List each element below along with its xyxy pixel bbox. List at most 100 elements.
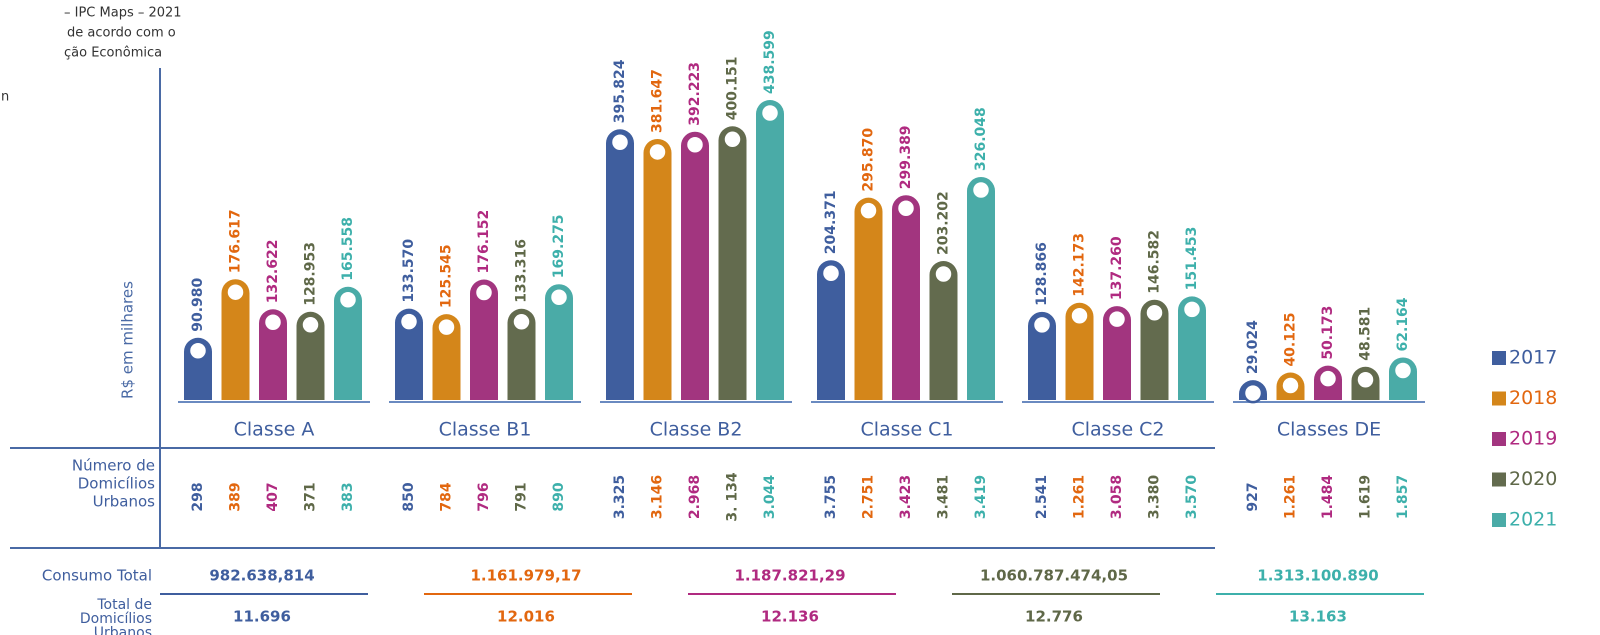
- bar: [545, 284, 573, 400]
- bar-cap: [1280, 375, 1301, 396]
- legend-label: 2018: [1509, 387, 1557, 409]
- value-label: 165.558: [340, 217, 356, 281]
- value-label: 133.316: [514, 239, 530, 303]
- bar-cap: [1144, 302, 1165, 323]
- bar-cap: [473, 282, 495, 303]
- bar: [507, 308, 536, 400]
- bar-cap: [647, 141, 668, 163]
- bar-cap: [548, 286, 570, 308]
- bar: [967, 176, 995, 400]
- bar-cap: [1242, 382, 1264, 404]
- total-consumo: 1.161.979,17: [470, 567, 581, 585]
- value-label: 133.570: [401, 239, 417, 303]
- household-value: 3. 134: [725, 472, 741, 521]
- household-value: 784: [439, 482, 455, 511]
- row-label: Consumo Total: [42, 567, 152, 585]
- household-value: 1.857: [1395, 475, 1411, 519]
- value-label: 151.453: [1184, 227, 1200, 291]
- bar-cap: [225, 281, 246, 303]
- legend-label: 2017: [1509, 347, 1557, 369]
- bar-cap: [684, 134, 706, 155]
- legend-swatch: [1492, 513, 1506, 527]
- household-value: 1.261: [1072, 475, 1088, 519]
- bar: [643, 138, 672, 400]
- bar: [892, 195, 920, 400]
- value-label: 50.173: [1320, 306, 1336, 360]
- legend-label: 2021: [1509, 509, 1557, 531]
- bar: [606, 129, 634, 400]
- household-value: 3.058: [1109, 475, 1125, 519]
- bar-cap: [1181, 299, 1203, 320]
- value-label: 204.371: [823, 190, 839, 254]
- bar: [296, 311, 325, 400]
- value-label: 395.824: [612, 59, 628, 123]
- household-value: 3.481: [936, 475, 952, 519]
- value-label: 176.152: [476, 210, 492, 274]
- household-value: 3.423: [898, 475, 914, 519]
- value-label: 400.151: [725, 57, 741, 121]
- bar-cap: [511, 311, 532, 333]
- household-value: 2.751: [861, 475, 877, 519]
- household-value: 791: [514, 482, 530, 511]
- legend-swatch: [1492, 391, 1506, 406]
- legend-label: 2019: [1509, 428, 1557, 450]
- household-value: 927: [1245, 482, 1261, 511]
- value-label: 326.048: [973, 107, 989, 171]
- bar-cap: [1317, 368, 1339, 389]
- bar: [221, 279, 250, 400]
- bar: [1140, 299, 1169, 400]
- bar: [259, 309, 287, 400]
- value-label: 128.866: [1034, 242, 1050, 306]
- value-label: 62.164: [1395, 297, 1411, 351]
- bar-cap: [337, 289, 359, 311]
- household-value: 3.380: [1147, 475, 1163, 520]
- bar: [1065, 302, 1094, 400]
- x-tick-label: Classe B2: [650, 419, 743, 441]
- value-label: 137.260: [1109, 236, 1125, 300]
- bar-cap: [759, 102, 781, 124]
- bar-cap: [722, 129, 743, 150]
- bar: [1028, 311, 1056, 400]
- value-label: 132.622: [265, 240, 281, 304]
- bar: [817, 260, 845, 400]
- total-consumo: 982.638,814: [209, 567, 314, 585]
- value-label: 48.581: [1358, 307, 1374, 361]
- value-label: 392.223: [687, 62, 703, 126]
- bar-cap: [262, 312, 284, 333]
- household-value: 3.044: [762, 475, 778, 520]
- household-value: 407: [265, 482, 281, 511]
- household-value: 3.146: [650, 475, 666, 519]
- x-tick-label: Classe A: [234, 419, 315, 441]
- bar-cap: [609, 132, 631, 153]
- household-value: 796: [476, 482, 492, 511]
- total-domicilios: 11.696: [233, 608, 291, 626]
- bar-cap: [436, 316, 457, 338]
- household-value: 2.541: [1034, 475, 1050, 519]
- legend-swatch: [1492, 351, 1506, 365]
- legend-swatch: [1492, 472, 1506, 487]
- bar: [334, 286, 362, 400]
- household-value: 3.570: [1184, 475, 1200, 520]
- value-label: 146.582: [1147, 230, 1163, 294]
- y-axis-label: R$ em milhares: [119, 281, 137, 399]
- household-value: 850: [401, 482, 417, 511]
- household-value: 3.755: [823, 475, 839, 519]
- note: – IPC Maps – 2021: [64, 6, 182, 21]
- household-value: 383: [340, 482, 356, 511]
- total-consumo: 1.187.821,29: [734, 567, 845, 585]
- bar: [395, 308, 423, 400]
- bar-cap: [820, 262, 842, 284]
- bar: [929, 261, 958, 400]
- row-label: Domicílios: [80, 611, 152, 627]
- bar: [1103, 306, 1131, 400]
- total-domicilios: 12.776: [1025, 608, 1083, 626]
- bar-cap: [398, 311, 420, 332]
- x-tick-label: Classes DE: [1277, 419, 1381, 441]
- household-value: 1.261: [1283, 475, 1299, 519]
- total-consumo: 1.060.787.474,05: [980, 567, 1128, 585]
- household-value: 3.419: [973, 475, 989, 519]
- row-label: Urbanos: [94, 625, 152, 635]
- row-label: Urbanos: [93, 493, 156, 511]
- bar-cap: [895, 197, 917, 219]
